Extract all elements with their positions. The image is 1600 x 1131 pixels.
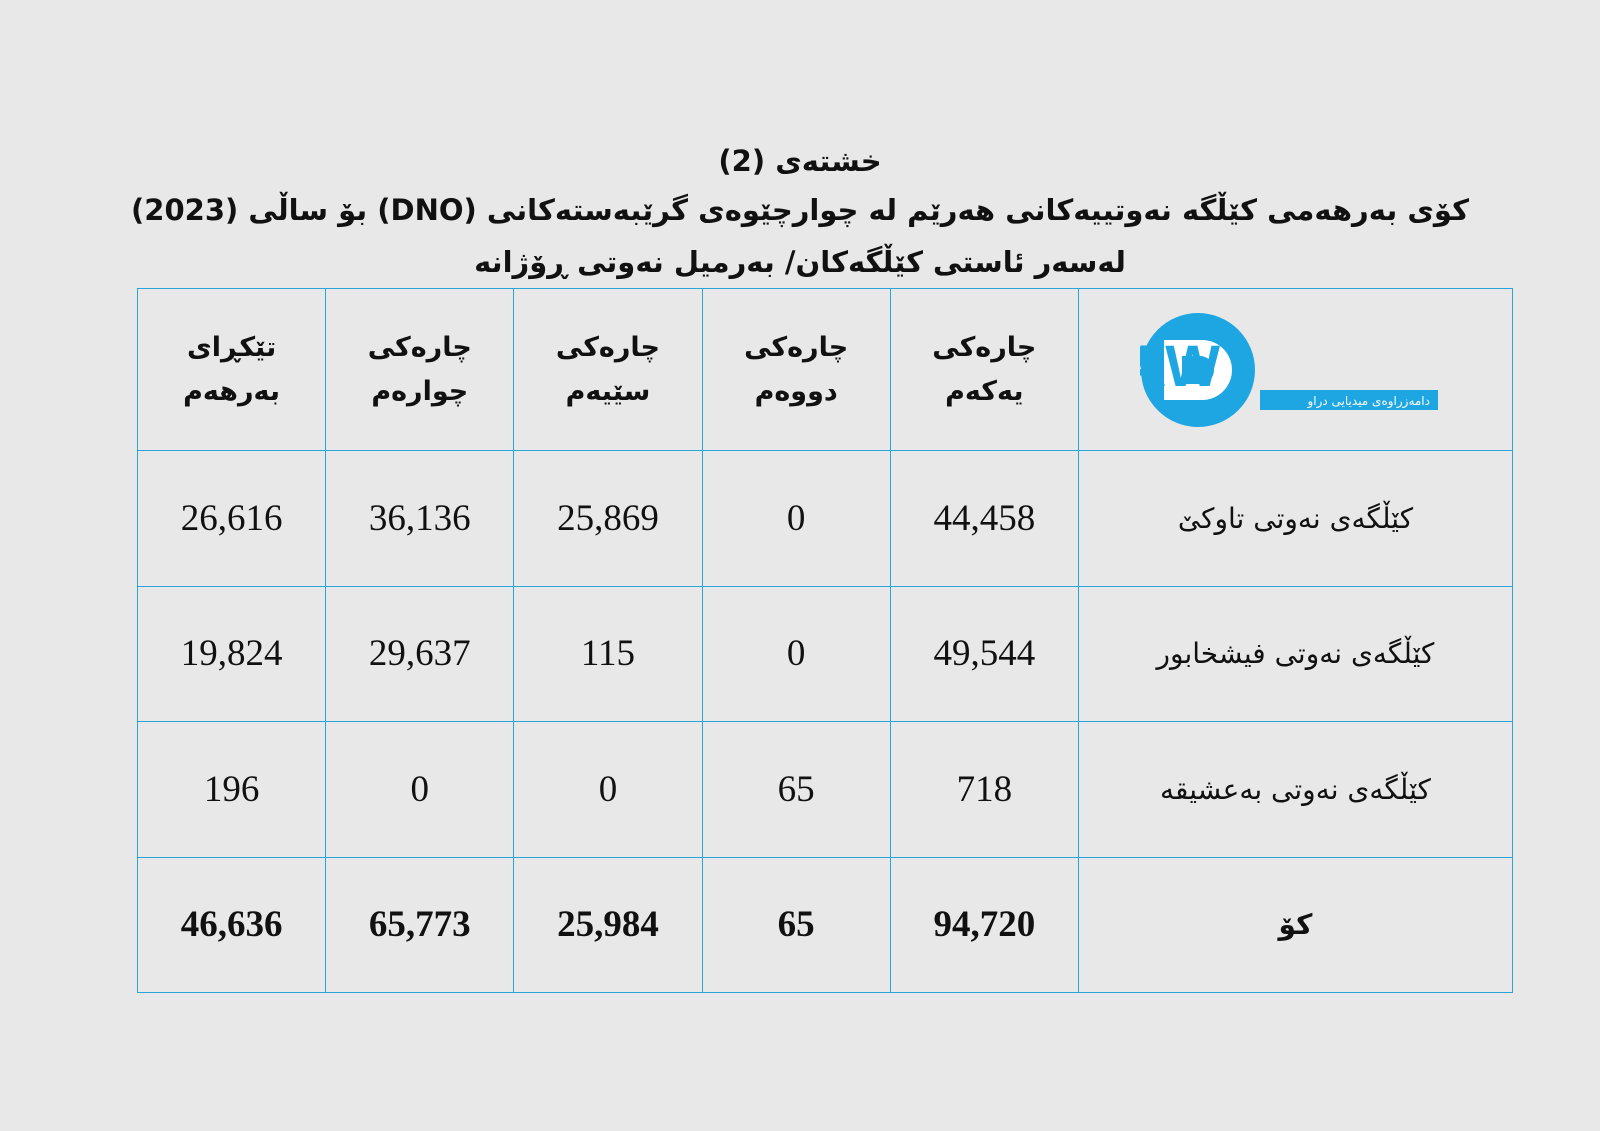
cell-value: 49,544 [889, 585, 1079, 722]
header-average: تێکڕای بەرهەم [136, 288, 327, 451]
cell-value: 196 [136, 721, 327, 858]
cell-value: 0 [701, 585, 891, 722]
cell-value: 26,616 [136, 450, 327, 587]
table-heading: کۆی بەرهەمی کێڵگە نەوتییەکانی هەرێم لە چ… [131, 193, 1469, 227]
cell-value: 0 [701, 450, 891, 587]
cell-value: 36,136 [325, 450, 515, 587]
table-row: کێڵگەی نەوتی بەعشیقە 718 65 0 0 196 [136, 721, 1513, 858]
draw-logo-icon: DRAW دامەزراوەی میدیایی دراو [1140, 312, 1439, 427]
row-label: کێڵگەی نەوتی بەعشیقە [1077, 721, 1513, 858]
cell-value: 65 [701, 721, 891, 858]
header-q4: چارەکی چوارەم [325, 288, 515, 451]
cell-value: 0 [325, 721, 515, 858]
table-header-row: DRAW دامەزراوەی میدیایی دراو چارەکییەکەم… [136, 288, 1513, 451]
total-value: 46,636 [136, 856, 327, 993]
header-q3: چارەکی سێیەم [513, 288, 703, 451]
row-label: کێڵگەی نەوتی تاوکێ [1077, 450, 1513, 587]
total-value: 25,984 [513, 856, 703, 993]
draw-logo: DRAW دامەزراوەی میدیایی دراو [1079, 310, 1512, 430]
cell-value: 115 [513, 585, 703, 722]
cell-value: 29,637 [325, 585, 515, 722]
header-q1: چارەکی یەکەم [889, 288, 1079, 451]
table-title: خشتەی (2) کۆی بەرهەمی کێڵگە نەوتییەکانی … [0, 138, 1600, 288]
cell-value: 718 [889, 721, 1079, 858]
table-row: کێڵگەی نەوتی تاوکێ 44,458 0 25,869 36,13… [136, 450, 1513, 587]
cell-value: 19,824 [136, 585, 327, 722]
logo-cell: DRAW دامەزراوەی میدیایی دراو [1077, 288, 1513, 451]
total-value: 65 [701, 856, 891, 993]
header-q2: چارەکی دووەم [701, 288, 891, 451]
cell-value: 0 [513, 721, 703, 858]
cell-value: 44,458 [889, 450, 1079, 587]
draw-logo-text: DRAW [1140, 334, 1222, 399]
table-number: خشتەی (2) [718, 144, 882, 178]
draw-logo-tagline: دامەزراوەی میدیایی دراو [1307, 394, 1431, 409]
table-row: کێڵگەی نەوتی فیشخابور 49,544 0 115 29,63… [136, 585, 1513, 722]
table-subheading: لەسەر ئاستی کێڵگەکان/ بەرمیل نەوتی ڕۆژان… [474, 245, 1126, 279]
total-label: کۆ [1077, 856, 1513, 993]
production-table: DRAW دامەزراوەی میدیایی دراو چارەکییەکەم… [136, 288, 1513, 993]
cell-value: 25,869 [513, 450, 703, 587]
total-row: کۆ 94,720 65 25,984 65,773 46,636 [136, 856, 1513, 993]
row-label: کێڵگەی نەوتی فیشخابور [1077, 585, 1513, 722]
total-value: 65,773 [325, 856, 515, 993]
total-value: 94,720 [889, 856, 1079, 993]
